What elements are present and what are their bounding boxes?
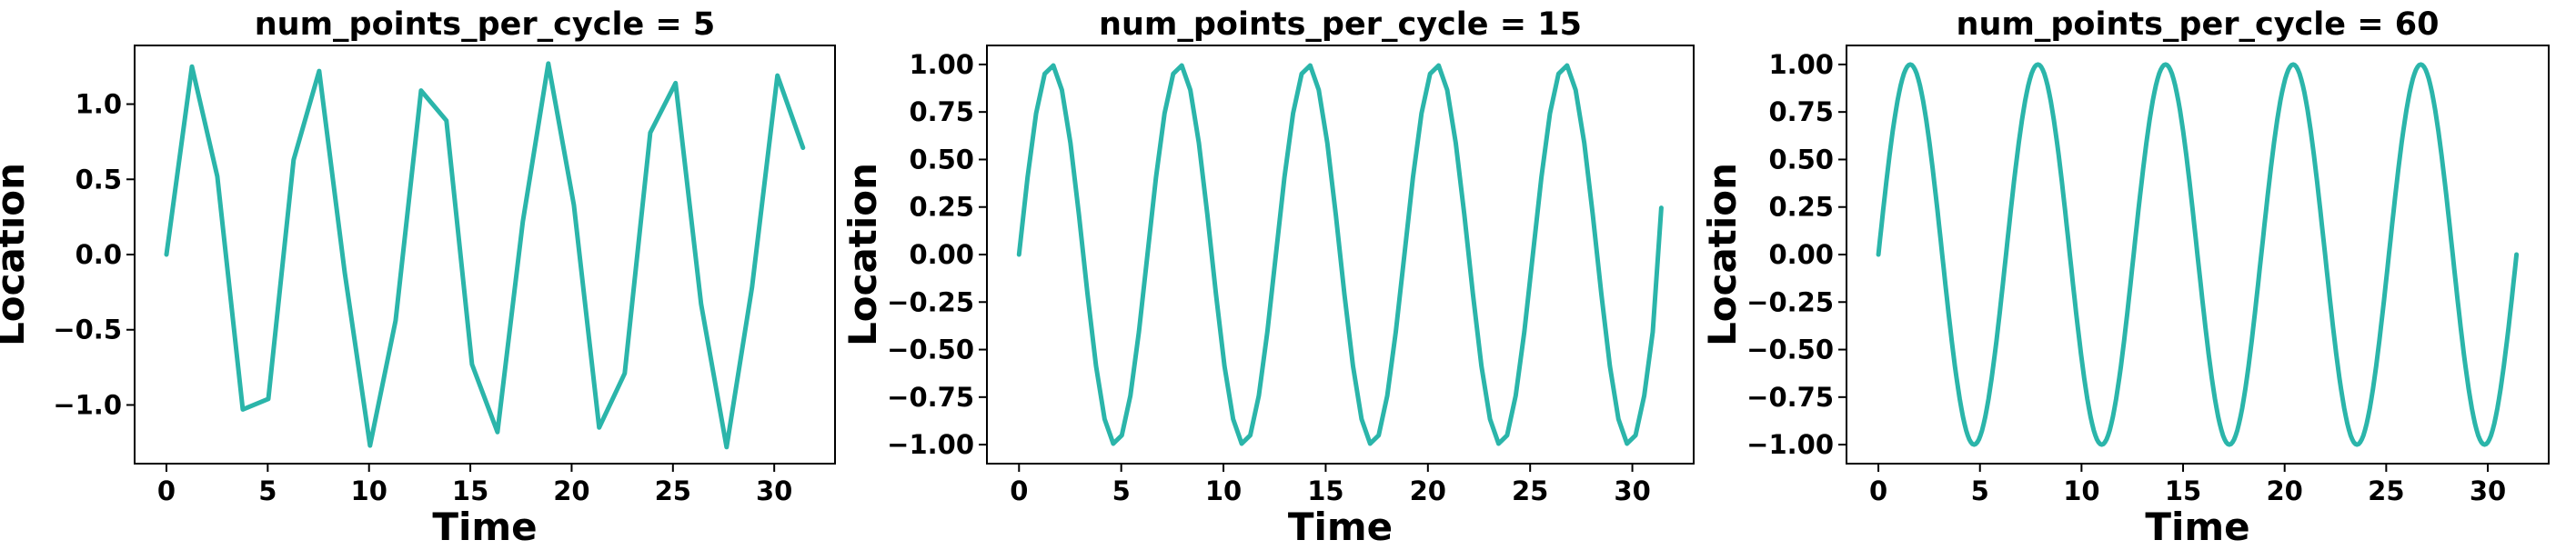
subplot-3: num_points_per_cycle = 60 0 5 10 15 20 25 30 −1.… <box>1700 6 2550 549</box>
x-tick-label: 25 <box>655 475 691 506</box>
y-tick-label: −0.5 <box>53 315 122 345</box>
y-tick-label: 0.00 <box>1768 239 1834 270</box>
y-tick-label: 0.25 <box>1768 192 1834 223</box>
chart-title: num_points_per_cycle = 15 <box>1099 6 1582 43</box>
y-tick-label: −1.00 <box>1746 429 1834 460</box>
y-tick-label: −0.75 <box>1746 382 1834 413</box>
x-tick-label: 0 <box>157 475 176 506</box>
x-tick-label: 10 <box>2063 475 2099 506</box>
x-tick-label: 25 <box>1512 475 1548 506</box>
subplot-1: num_points_per_cycle = 5 0 5 10 15 20 25 30 −1.0… <box>0 6 836 549</box>
x-tick-label: 30 <box>2470 475 2506 506</box>
y-tick-label: −1.0 <box>53 389 122 420</box>
x-axis-label: Time <box>1288 505 1393 549</box>
x-tick-label: 30 <box>1614 475 1650 506</box>
y-tick-label: 1.00 <box>1768 49 1834 80</box>
y-tick-label: −0.50 <box>887 335 974 365</box>
y-tick-label: 0.50 <box>1768 144 1834 175</box>
y-tick-label: 1.0 <box>75 89 122 120</box>
y-tick-label: 0.0 <box>75 239 122 270</box>
series-line <box>1016 63 1664 446</box>
y-tick-label: 0.00 <box>909 239 974 270</box>
x-tick-label: 0 <box>1869 475 1887 506</box>
y-axis-label: Location <box>840 163 885 346</box>
x-tick-label: 5 <box>258 475 277 506</box>
x-tick-label: 15 <box>1307 475 1343 506</box>
y-tick-label: 0.75 <box>1768 96 1834 127</box>
y-tick-label: −0.50 <box>1746 335 1834 365</box>
x-tick-label: 5 <box>1971 475 1989 506</box>
x-tick-label: 25 <box>2368 475 2404 506</box>
chart-title: num_points_per_cycle = 60 <box>1957 6 2440 43</box>
y-tick-label: 0.25 <box>909 192 974 223</box>
series-line <box>164 61 806 450</box>
x-tick-label: 0 <box>1010 475 1028 506</box>
x-tick-label: 20 <box>553 475 589 506</box>
y-tick-label: −0.25 <box>887 286 974 317</box>
y-axis-label: Location <box>1700 163 1745 346</box>
x-tick-label: 15 <box>452 475 488 506</box>
x-tick-label: 10 <box>351 475 387 506</box>
y-tick-label: 0.5 <box>75 164 122 195</box>
y-tick-label: 1.00 <box>909 49 974 80</box>
x-tick-label: 30 <box>756 475 792 506</box>
x-axis-label: Time <box>2145 505 2249 549</box>
y-tick-label: −1.00 <box>887 429 974 460</box>
x-tick-label: 20 <box>1410 475 1446 506</box>
x-tick-label: 15 <box>2165 475 2201 506</box>
y-tick-label: −0.25 <box>1746 286 1834 317</box>
subplot-2: num_points_per_cycle = 15 0 5 10 15 20 25 30 −1.… <box>840 6 1695 549</box>
series-line <box>1876 62 2520 447</box>
y-tick-label: −0.75 <box>887 382 974 413</box>
chart-title: num_points_per_cycle = 5 <box>255 6 716 43</box>
y-tick-label: 0.50 <box>909 144 974 175</box>
x-axis-label: Time <box>432 505 537 549</box>
x-tick-label: 10 <box>1205 475 1242 506</box>
x-tick-label: 20 <box>2267 475 2303 506</box>
x-tick-label: 5 <box>1112 475 1131 506</box>
y-tick-label: 0.75 <box>909 96 974 127</box>
y-axis-label: Location <box>0 163 33 346</box>
